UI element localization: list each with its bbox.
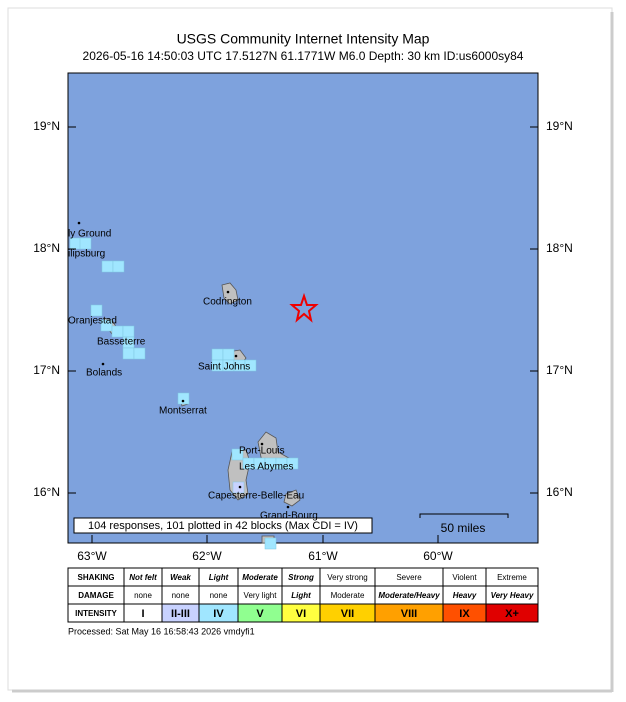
place-label: Port-Louis — [239, 446, 285, 457]
lon-label: 62°W — [192, 549, 222, 563]
summary: 104 responses, 101 plotted in 42 blocks … — [88, 520, 358, 532]
legend-intensity: VII — [341, 608, 354, 620]
legend-shaking: Extreme — [497, 573, 527, 582]
scale-label: 50 miles — [441, 521, 486, 535]
lat-label: 17°N — [546, 363, 573, 377]
place-dot — [101, 362, 105, 366]
cdi-block — [101, 260, 114, 273]
cdi-block — [111, 325, 124, 338]
place-dot — [77, 221, 81, 225]
legend-shaking: Moderate — [242, 573, 278, 582]
place-dot — [286, 505, 290, 509]
place-label: ly Ground — [68, 229, 111, 240]
place-label: Codrington — [203, 297, 252, 308]
place-label: Grand-Bourg — [260, 511, 318, 522]
legend-intensity: I — [141, 608, 144, 620]
place-label: Bolands — [86, 368, 122, 379]
place-dot — [238, 485, 242, 489]
legend-row-label: SHAKING — [78, 573, 115, 582]
cdi-block — [90, 304, 103, 317]
cdi-block — [231, 448, 244, 461]
lat-label: 16°N — [33, 485, 60, 499]
legend-intensity: IX — [459, 608, 470, 620]
place-dot — [234, 354, 238, 358]
lat-label: 16°N — [546, 485, 573, 499]
lat-label: 17°N — [33, 363, 60, 377]
cdi-block — [122, 347, 135, 360]
legend-damage: Very light — [244, 591, 278, 600]
cdi-block — [211, 348, 224, 361]
lat-label: 19°N — [33, 119, 60, 133]
map-water — [67, 72, 539, 544]
legend-cell — [485, 603, 539, 623]
place-label: ilipsburg — [68, 249, 105, 260]
legend-damage: Light — [291, 591, 311, 600]
legend-damage: none — [134, 591, 152, 600]
place-dot — [226, 290, 230, 294]
legend-shaking: Violent — [452, 573, 477, 582]
island — [221, 282, 239, 305]
legend-intensity: VI — [296, 608, 306, 620]
cdi-block — [232, 481, 245, 494]
legend-damage: none — [210, 591, 228, 600]
legend-damage: Moderate — [331, 591, 365, 600]
legend-shaking: Weak — [170, 573, 191, 582]
place-label: Les Abymes — [239, 462, 293, 473]
legend-intensity: II-III — [171, 608, 190, 620]
lat-label: 18°N — [33, 241, 60, 255]
legend-shaking: Severe — [396, 573, 422, 582]
legend-damage: Moderate/Heavy — [378, 591, 440, 600]
legend-shaking: Light — [209, 573, 229, 582]
cdi-block — [100, 319, 113, 332]
lat-label: 19°N — [546, 119, 573, 133]
legend-damage: Heavy — [453, 591, 477, 600]
epicenter — [289, 292, 319, 323]
cdi-blocks — [69, 237, 299, 550]
cdi-block — [177, 392, 190, 405]
legend-intensity: V — [256, 608, 264, 620]
legend-row-label: INTENSITY — [75, 609, 117, 618]
place-label: Saint Johns — [198, 362, 250, 373]
title: USGS Community Internet Intensity Map — [177, 31, 430, 47]
subtitle: 2026-05-16 14:50:03 UTC 17.5127N 61.1771… — [83, 49, 524, 63]
place-label: Capesterre-Belle-Eau — [208, 491, 304, 502]
legend-shaking: Very strong — [327, 573, 367, 582]
cdi-block — [244, 359, 257, 372]
cdi-block — [112, 260, 125, 273]
legend-row-label: DAMAGE — [78, 591, 114, 600]
legend-damage: none — [172, 591, 190, 600]
legend-intensity: VIII — [401, 608, 418, 620]
cdi-block — [79, 237, 92, 250]
summary-box — [73, 517, 373, 534]
legend-shaking: Not felt — [129, 573, 157, 582]
place-dot — [181, 399, 185, 403]
cdi-block — [122, 325, 135, 338]
cdi-block — [222, 348, 235, 361]
lon-label: 60°W — [423, 549, 453, 563]
cdi-block — [69, 237, 82, 250]
lon-label: 63°W — [77, 549, 107, 563]
place-label: Montserrat — [159, 406, 207, 417]
legend-shaking: Strong — [288, 573, 314, 582]
island — [283, 489, 301, 507]
footer: Processed: Sat May 16 16:58:43 2026 vmdy… — [68, 626, 255, 636]
lon-label: 61°W — [308, 549, 338, 563]
cdi-block — [286, 457, 299, 470]
scale-bar — [419, 513, 509, 518]
place-label: Oranjestad — [68, 316, 117, 327]
place-dot — [260, 442, 264, 446]
legend-intensity: IV — [213, 608, 224, 620]
cdi-block — [133, 347, 146, 360]
lat-label: 18°N — [546, 241, 573, 255]
legend-intensity: X+ — [505, 608, 519, 620]
cdi-block — [264, 537, 277, 550]
legend-damage: Very Heavy — [491, 591, 534, 600]
place-label: Basseterre — [97, 337, 146, 348]
